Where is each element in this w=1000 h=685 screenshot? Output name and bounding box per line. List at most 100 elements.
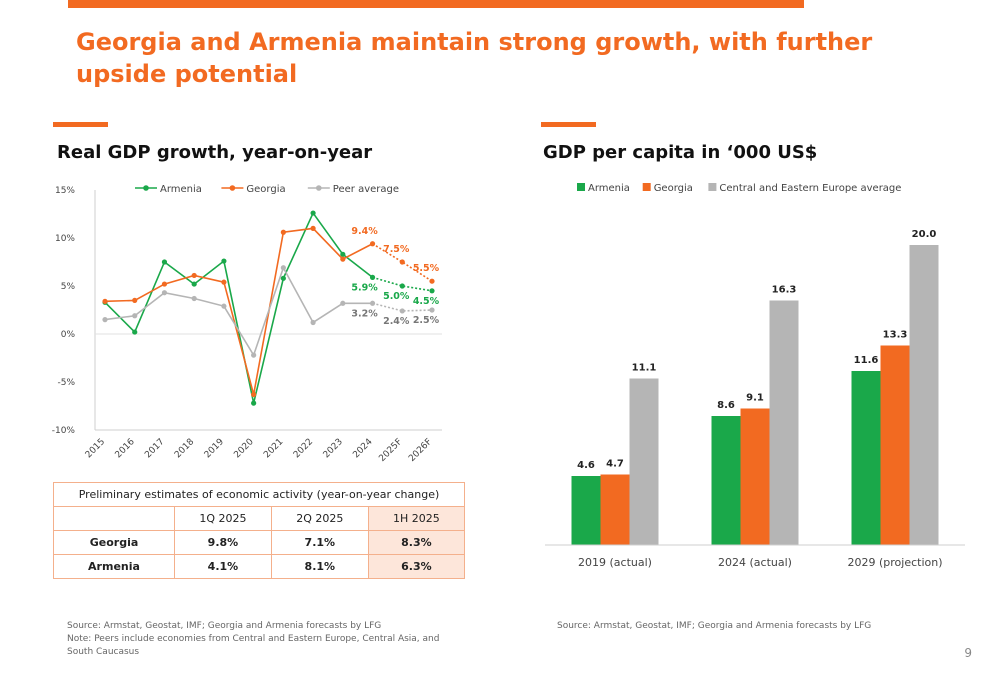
slide-title: Georgia and Armenia maintain strong grow… bbox=[76, 28, 873, 88]
bar-value-label: 4.6 bbox=[577, 460, 595, 471]
legend-label-georgia: Georgia bbox=[246, 184, 285, 195]
data-point-peer-average bbox=[251, 352, 257, 358]
data-point-peer-average bbox=[369, 300, 376, 306]
line-chart-series bbox=[102, 210, 435, 406]
line-chart-data-labels: 9.4% 7.5%5.5% 5.9% 5.0% 4.5% 3.2% 2.4% 2.5% bbox=[351, 226, 439, 327]
data-point-armenia bbox=[161, 259, 168, 265]
x-category-label: 2029 (projection) bbox=[847, 556, 942, 569]
data-point-peer-average bbox=[310, 319, 316, 326]
legend-label-central-and-eastern-europe-average: Central and Eastern Europe average bbox=[719, 183, 901, 194]
right-chart-title: GDP per capita in ‘000 US$ bbox=[543, 142, 818, 163]
bar-central-and-eastern-europe-average bbox=[909, 245, 939, 545]
legend-swatch-georgia bbox=[642, 183, 651, 191]
table-header-row: 1Q 2025 2Q 2025 1H 2025 bbox=[53, 506, 466, 531]
table-cell: 8.1% bbox=[270, 554, 369, 579]
y-tick-label: 15% bbox=[55, 186, 75, 196]
x-tick-label: 2020 bbox=[232, 437, 255, 460]
y-tick-label: 5% bbox=[61, 282, 76, 292]
left-source-text: Source: Armstat, Geostat, IMF; Georgia a… bbox=[67, 621, 382, 631]
data-label-armenia: 5.9% bbox=[351, 282, 378, 293]
x-tick-label: 2016 bbox=[114, 437, 137, 460]
x-tick-label: 2024 bbox=[351, 437, 374, 460]
data-point-georgia bbox=[102, 298, 108, 304]
data-point-peer-average bbox=[340, 300, 346, 306]
data-point-georgia bbox=[369, 241, 376, 247]
bar-central-and-eastern-europe-average bbox=[769, 300, 799, 545]
legend-label-georgia: Georgia bbox=[654, 183, 693, 194]
x-category-label: 2019 (actual) bbox=[578, 556, 652, 569]
line-chart-legend: Armenia Georgia Peer average bbox=[135, 184, 399, 195]
table-caption: Preliminary estimates of economic activi… bbox=[53, 482, 465, 507]
legend-label-peer-average: Peer average bbox=[333, 184, 399, 195]
bar-value-label: 11.1 bbox=[632, 363, 657, 374]
legend-marker-peer-average bbox=[316, 185, 322, 191]
left-note-text: Note: Peers include economies from Centr… bbox=[67, 634, 440, 657]
bar-value-label: 4.7 bbox=[606, 459, 624, 470]
data-point-georgia bbox=[132, 297, 138, 303]
bar-value-label: 11.6 bbox=[854, 355, 879, 366]
data-point-peer-average bbox=[399, 308, 405, 314]
data-point-armenia bbox=[280, 275, 286, 281]
bar-armenia bbox=[711, 416, 741, 545]
data-label-armenia: 5.0% bbox=[383, 291, 410, 302]
y-tick-label: 10% bbox=[55, 234, 75, 244]
data-label-georgia: 7.5% bbox=[383, 244, 410, 255]
table-header-cell: 2Q 2025 bbox=[270, 506, 369, 531]
data-point-peer-average bbox=[102, 317, 108, 323]
data-point-armenia bbox=[340, 251, 346, 257]
legend-marker-georgia bbox=[229, 185, 236, 191]
bar-value-label: 20.0 bbox=[912, 229, 937, 240]
x-tick-label: 2018 bbox=[173, 437, 196, 460]
x-tick-label: 2023 bbox=[322, 437, 345, 460]
data-point-georgia bbox=[221, 279, 227, 285]
page-number: 9 bbox=[964, 646, 972, 660]
table-row: Georgia 9.8% 7.1% 8.3% bbox=[53, 530, 466, 555]
top-accent-bar bbox=[68, 0, 804, 8]
table-cell: 8.3% bbox=[367, 530, 466, 555]
data-point-georgia bbox=[310, 225, 316, 231]
table-header-cell: 1Q 2025 bbox=[174, 506, 272, 531]
bar-chart-bars: 4.6 4.7 11.1 8.6 9.1 16.3 11.6 13.3 20.0 bbox=[571, 229, 939, 545]
data-point-peer-average bbox=[132, 313, 138, 319]
x-tick-label: 2015 bbox=[84, 437, 107, 460]
table-header-cell bbox=[53, 506, 175, 531]
data-label-peer-average: 2.4% bbox=[383, 316, 410, 327]
bar-value-label: 8.6 bbox=[717, 400, 735, 411]
data-label-peer-average: 3.2% bbox=[351, 308, 378, 319]
data-point-armenia bbox=[369, 274, 376, 280]
table-cell: 9.8% bbox=[174, 530, 272, 555]
y-tick-label: 0% bbox=[61, 330, 76, 340]
y-tick-label: -5% bbox=[57, 378, 75, 388]
bar-central-and-eastern-europe-average bbox=[629, 378, 659, 545]
economic-activity-table: Preliminary estimates of economic activi… bbox=[53, 482, 466, 579]
series-line-georgia bbox=[104, 227, 373, 395]
data-label-peer-average: 2.5% bbox=[413, 315, 440, 326]
x-tick-label: 2025F bbox=[377, 437, 404, 464]
data-point-armenia bbox=[399, 283, 405, 289]
bar-chart-legend: Armenia Georgia Central and Eastern Europe… bbox=[577, 183, 901, 194]
legend-marker-armenia bbox=[143, 185, 149, 191]
data-point-armenia bbox=[310, 210, 316, 216]
data-label-georgia: 5.5% bbox=[413, 263, 440, 274]
right-source-text: Source: Armstat, Geostat, IMF; Georgia a… bbox=[557, 621, 872, 631]
data-point-georgia bbox=[161, 281, 168, 287]
gdp-growth-line-chart: Armenia Georgia Peer average 15% 10% 5% 0% -5%… bbox=[52, 184, 442, 464]
x-tick-label: 2017 bbox=[143, 437, 166, 460]
legend-label-armenia: Armenia bbox=[588, 183, 630, 194]
data-point-georgia bbox=[340, 256, 346, 262]
x-tick-label: 2026F bbox=[407, 437, 434, 464]
bar-armenia bbox=[571, 476, 601, 545]
data-point-armenia bbox=[251, 400, 257, 406]
data-point-peer-average bbox=[221, 303, 227, 309]
bar-chart-axes: 2019 (actual) 2024 (actual) 2029 (projecti… bbox=[545, 544, 965, 569]
table-row-label: Georgia bbox=[53, 530, 175, 555]
x-tick-label: 2022 bbox=[292, 437, 315, 460]
x-tick-label: 2019 bbox=[203, 437, 226, 460]
bar-armenia bbox=[851, 371, 881, 545]
table-cell: 6.3% bbox=[367, 554, 466, 579]
data-label-armenia: 4.5% bbox=[413, 296, 440, 307]
data-point-peer-average bbox=[191, 295, 197, 302]
gdp-per-capita-bar-chart: Armenia Georgia Central and Eastern Europe… bbox=[545, 183, 965, 569]
x-category-label: 2024 (actual) bbox=[718, 556, 792, 569]
left-chart-title: Real GDP growth, year-on-year bbox=[57, 142, 373, 163]
